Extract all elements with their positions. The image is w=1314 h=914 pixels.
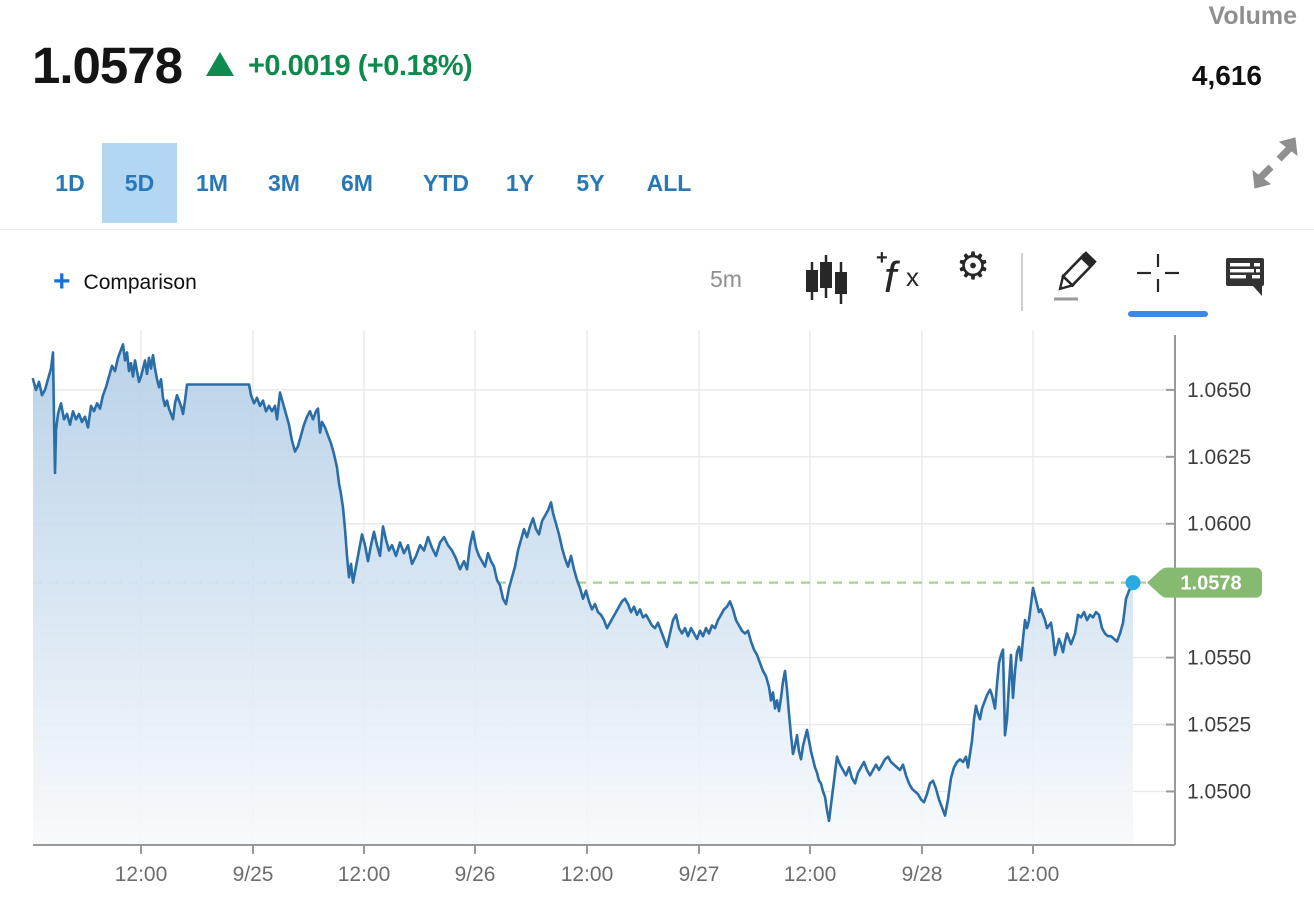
y-axis-label: 1.0525: [1187, 714, 1251, 737]
svg-text:f: f: [884, 253, 901, 302]
up-arrow-icon: [206, 52, 234, 76]
tab-5y[interactable]: 5Y: [576, 169, 605, 196]
comparison-button[interactable]: + Comparison: [53, 248, 197, 318]
x-axis-label: 9/25: [233, 863, 274, 886]
last-price-tag: 1.0578: [1147, 567, 1262, 598]
tab-6m[interactable]: 6M: [341, 169, 373, 196]
y-axis-label: 1.0550: [1187, 647, 1251, 670]
tab-1y[interactable]: 1Y: [505, 169, 535, 196]
function-button[interactable]: + f x: [874, 246, 926, 308]
tab-all[interactable]: ALL: [646, 169, 692, 196]
pencil-icon: [1054, 251, 1097, 301]
candlestick-chart-button[interactable]: [805, 252, 849, 313]
x-axis-label: 9/28: [902, 863, 943, 886]
candlestick-chart-icon: [806, 255, 847, 304]
expand-icon: [1252, 137, 1298, 189]
x-axis-label: 12:00: [1007, 863, 1060, 886]
volume-label: Volume: [1208, 2, 1297, 30]
x-axis-label: 9/27: [679, 863, 720, 886]
x-axis-label: 12:00: [561, 863, 614, 886]
draw-button[interactable]: [1052, 250, 1098, 309]
active-tool-underline: [1128, 311, 1208, 317]
expand-chart-button[interactable]: [1248, 136, 1302, 190]
last-price-tag-label: 1.0578: [1180, 573, 1241, 595]
tab-1d[interactable]: 1D: [55, 169, 85, 196]
y-axis-label: 1.0500: [1187, 780, 1251, 803]
plus-icon: +: [53, 264, 71, 298]
comment-button[interactable]: [1225, 256, 1267, 305]
y-axis-label: 1.0600: [1187, 513, 1251, 536]
crosshair-tool-button[interactable]: [1136, 251, 1180, 300]
interval-selector[interactable]: 5m: [710, 266, 742, 292]
function-fx-icon: + f x: [876, 247, 919, 302]
comment-icon: [1226, 258, 1264, 296]
svg-text:x: x: [906, 262, 919, 292]
gear-icon: ⚙: [956, 246, 991, 288]
settings-button[interactable]: ⚙: [956, 248, 990, 286]
x-axis-label: 12:00: [338, 863, 391, 886]
price-change: +0.0019 (+0.18%): [248, 50, 473, 82]
section-divider: [0, 229, 1314, 230]
volume-value: 4,616: [1191, 60, 1262, 91]
price-area: [33, 344, 1133, 845]
x-axis-label: 9/26: [455, 863, 496, 886]
price-line: [31, 343, 1135, 823]
y-axis-label: 1.0650: [1187, 379, 1251, 402]
tab-ytd[interactable]: YTD: [423, 169, 469, 196]
comparison-label: Comparison: [83, 271, 197, 294]
tab-3m[interactable]: 3M: [268, 169, 300, 196]
x-axis-label: 12:00: [115, 863, 168, 886]
current-price: 1.0578: [32, 37, 183, 94]
crosshair-icon: [1137, 254, 1179, 292]
svg-text:+: +: [876, 247, 888, 269]
last-price-dot: [1125, 575, 1141, 591]
toolbar-divider: [1021, 253, 1023, 311]
x-axis-label: 12:00: [784, 863, 837, 886]
tab-5d[interactable]: 5D: [102, 143, 177, 223]
y-axis-label: 1.0625: [1187, 446, 1251, 469]
tab-1m[interactable]: 1M: [196, 169, 228, 196]
